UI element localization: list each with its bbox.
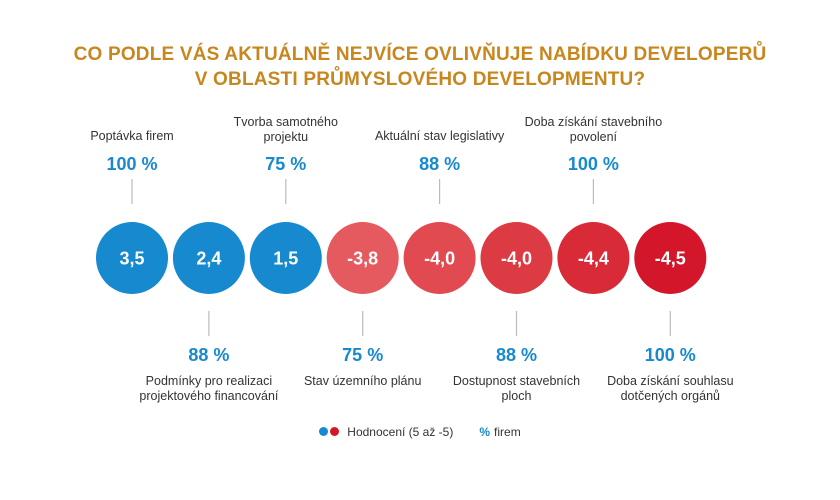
- value-label: 2,4: [196, 249, 221, 269]
- percent-label: 75 %: [342, 345, 383, 365]
- category-label: Poptávka firem: [90, 129, 173, 143]
- category-label: Doba získání souhlasu: [607, 374, 734, 388]
- category-label: Doba získání stavebního: [525, 115, 663, 129]
- category-label: Stav územního plánu: [304, 374, 421, 388]
- percent-label: 88 %: [496, 345, 537, 365]
- percent-label: 100 %: [645, 345, 696, 365]
- percent-label: 100 %: [106, 154, 157, 174]
- category-label: projektového financování: [139, 389, 279, 403]
- value-bubble: [480, 222, 553, 294]
- legend-percent-symbol: %: [479, 424, 491, 439]
- chart-title-line-1: CO PODLE VÁS AKTUÁLNĚ NEJVÍCE OVLIVŇUJE …: [73, 44, 767, 65]
- value-label: -4,5: [655, 249, 686, 269]
- value-bubble: [172, 222, 245, 294]
- value-label: -4,0: [501, 249, 532, 269]
- percent-label: 88 %: [188, 345, 229, 365]
- category-label: Podmínky pro realizaci: [146, 374, 272, 388]
- percent-label: 100 %: [568, 154, 619, 174]
- legend-rating-label: Hodnocení (5 až -5): [347, 424, 454, 439]
- category-label: ploch: [502, 389, 532, 403]
- value-bubble: [403, 222, 476, 294]
- value-label: 1,5: [273, 249, 298, 269]
- percent-label: 88 %: [419, 154, 460, 174]
- legend: Hodnocení (5 až -5)% firem: [0, 424, 840, 439]
- category-label: projektu: [264, 130, 309, 144]
- category-label: povolení: [570, 130, 618, 144]
- category-label: Aktuální stav legislativy: [375, 129, 505, 143]
- value-bubble: [326, 222, 399, 294]
- percent-label: 75 %: [265, 154, 306, 174]
- value-bubble: [557, 222, 630, 294]
- value-label: -3,8: [347, 249, 378, 269]
- value-label: -4,0: [424, 249, 455, 269]
- chart-title-line-2: V OBLASTI PRŮMYSLOVÉHO DEVELOPMENTU?: [194, 69, 646, 90]
- legend-positive-dot: [319, 427, 329, 437]
- value-bubble: [634, 222, 707, 294]
- value-label: 3,5: [119, 249, 144, 269]
- legend-negative-dot: [330, 427, 340, 437]
- category-label: Tvorba samotného: [234, 115, 338, 129]
- chart-title: CO PODLE VÁS AKTUÁLNĚ NEJVÍCE OVLIVŇUJE …: [0, 42, 840, 92]
- value-label: -4,4: [578, 249, 609, 269]
- value-bubble: [249, 222, 322, 294]
- category-label: Dostupnost stavebních: [453, 374, 580, 388]
- value-bubble: [96, 222, 168, 294]
- legend-percent-label: firem: [494, 424, 521, 439]
- category-label: dotčených orgánů: [621, 389, 720, 403]
